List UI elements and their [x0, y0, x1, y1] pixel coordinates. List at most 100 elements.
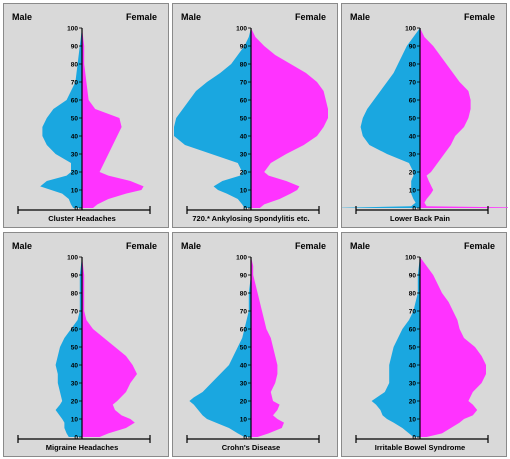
male-area	[55, 257, 82, 437]
y-tick-label: 60	[71, 97, 79, 104]
y-tick-label: 80	[240, 61, 248, 68]
condition-title: Migraine Headaches	[46, 443, 119, 452]
y-tick-label: 70	[409, 308, 417, 315]
y-tick-label: 50	[409, 115, 417, 122]
y-tick-label: 40	[71, 133, 79, 140]
y-tick-label: 50	[240, 344, 248, 351]
female-label: Female	[464, 12, 495, 22]
y-tick-label: 100	[405, 254, 416, 261]
male-label: Male	[181, 241, 201, 251]
female-label: Female	[126, 12, 157, 22]
y-tick-label: 20	[409, 398, 417, 405]
y-tick-label: 40	[240, 362, 248, 369]
y-tick-label: 100	[67, 254, 78, 261]
y-tick-label: 50	[409, 344, 417, 351]
pyramid-chart: 0 10 20 30 40 50 60 70 80 90 100 Male Female Cluster …	[12, 12, 157, 223]
y-tick-label: 10	[240, 416, 248, 423]
male-label: Male	[181, 12, 201, 22]
pyramid-chart: 0 10 20 30 40 50 60 70 80 90 100 Male Female Crohn's …	[181, 241, 326, 452]
y-tick-label: 70	[240, 308, 248, 315]
y-tick-label: 100	[236, 254, 247, 261]
y-tick-label: 0	[74, 205, 78, 212]
y-tick-label: 90	[240, 43, 248, 50]
y-tick-label: 80	[71, 61, 79, 68]
y-tick-label: 80	[409, 61, 417, 68]
y-tick-label: 50	[71, 344, 79, 351]
chart-panel: 0 10 20 30 40 50 60 70 80 90 100 Male Female Lower Ba…	[341, 3, 508, 228]
y-tick-label: 30	[240, 380, 248, 387]
male-area	[40, 28, 82, 208]
chart-panel: 0 10 20 30 40 50 60 70 80 90 100 Male Female Cluster …	[3, 3, 169, 228]
y-tick-label: 50	[71, 115, 79, 122]
y-tick-label: 0	[412, 205, 416, 212]
y-tick-label: 90	[71, 43, 79, 50]
pyramid-chart: 0 10 20 30 40 50 60 70 80 90 100 Male Female Migraine…	[12, 241, 157, 452]
y-tick-label: 90	[71, 272, 79, 279]
y-tick-label: 20	[240, 398, 248, 405]
y-tick-label: 10	[71, 187, 79, 194]
pyramid-chart: 0 10 20 30 40 50 60 70 80 90 100 Male Female Lower Ba…	[342, 12, 508, 223]
y-tick-label: 70	[71, 308, 79, 315]
male-label: Male	[350, 12, 370, 22]
y-tick-label: 90	[240, 272, 248, 279]
condition-title: Irritable Bowel Syndrome	[375, 443, 465, 452]
chart-panel: 0 10 20 30 40 50 60 70 80 90 100 Male Female 720.* An…	[172, 3, 338, 228]
y-tick-label: 100	[67, 25, 78, 32]
y-tick-label: 40	[71, 362, 79, 369]
y-tick-label: 20	[71, 169, 79, 176]
pyramid-chart: 0 10 20 30 40 50 60 70 80 90 100 Male Female Irritabl…	[350, 241, 495, 452]
male-label: Male	[12, 12, 32, 22]
y-tick-label: 90	[409, 272, 417, 279]
female-area	[420, 257, 486, 437]
male-label: Male	[350, 241, 370, 251]
condition-title: Crohn's Disease	[222, 443, 280, 452]
y-tick-label: 30	[71, 151, 79, 158]
y-tick-label: 100	[236, 25, 247, 32]
female-label: Female	[126, 241, 157, 251]
y-tick-label: 100	[405, 25, 416, 32]
y-tick-label: 80	[240, 290, 248, 297]
y-tick-label: 80	[71, 290, 79, 297]
y-tick-label: 70	[71, 79, 79, 86]
y-tick-label: 20	[409, 169, 417, 176]
male-area	[189, 257, 251, 437]
y-tick-label: 30	[240, 151, 248, 158]
y-tick-label: 60	[240, 326, 248, 333]
chart-panel: 0 10 20 30 40 50 60 70 80 90 100 Male Female Migraine…	[3, 232, 169, 457]
y-tick-label: 90	[409, 43, 417, 50]
y-tick-label: 0	[243, 205, 247, 212]
pyramid-chart: 0 10 20 30 40 50 60 70 80 90 100 Male Female 720.* An…	[174, 12, 328, 223]
condition-title: Lower Back Pain	[390, 214, 450, 223]
y-tick-label: 10	[409, 416, 417, 423]
y-tick-label: 40	[409, 133, 417, 140]
y-tick-label: 30	[409, 151, 417, 158]
male-label: Male	[12, 241, 32, 251]
male-area	[174, 28, 251, 208]
y-tick-label: 40	[240, 133, 248, 140]
y-tick-label: 60	[240, 97, 248, 104]
y-tick-label: 0	[412, 434, 416, 441]
y-tick-label: 10	[409, 187, 417, 194]
y-tick-label: 60	[409, 326, 417, 333]
y-tick-label: 10	[240, 187, 248, 194]
y-tick-label: 80	[409, 290, 417, 297]
female-area	[251, 257, 284, 437]
male-area	[342, 28, 420, 208]
female-label: Female	[295, 12, 326, 22]
chart-panel: 0 10 20 30 40 50 60 70 80 90 100 Male Female Irritabl…	[341, 232, 507, 457]
y-tick-label: 0	[243, 434, 247, 441]
y-tick-label: 70	[240, 79, 248, 86]
female-area	[82, 28, 144, 208]
y-tick-label: 50	[240, 115, 248, 122]
y-tick-label: 0	[74, 434, 78, 441]
y-tick-label: 70	[409, 79, 417, 86]
y-tick-label: 20	[240, 169, 248, 176]
condition-title: 720.* Ankylosing Spondylitis etc.	[192, 214, 309, 223]
chart-panel: 0 10 20 30 40 50 60 70 80 90 100 Male Female Crohn's …	[172, 232, 338, 457]
female-label: Female	[295, 241, 326, 251]
y-tick-label: 60	[71, 326, 79, 333]
y-tick-label: 30	[409, 380, 417, 387]
y-tick-label: 20	[71, 398, 79, 405]
y-tick-label: 60	[409, 97, 417, 104]
